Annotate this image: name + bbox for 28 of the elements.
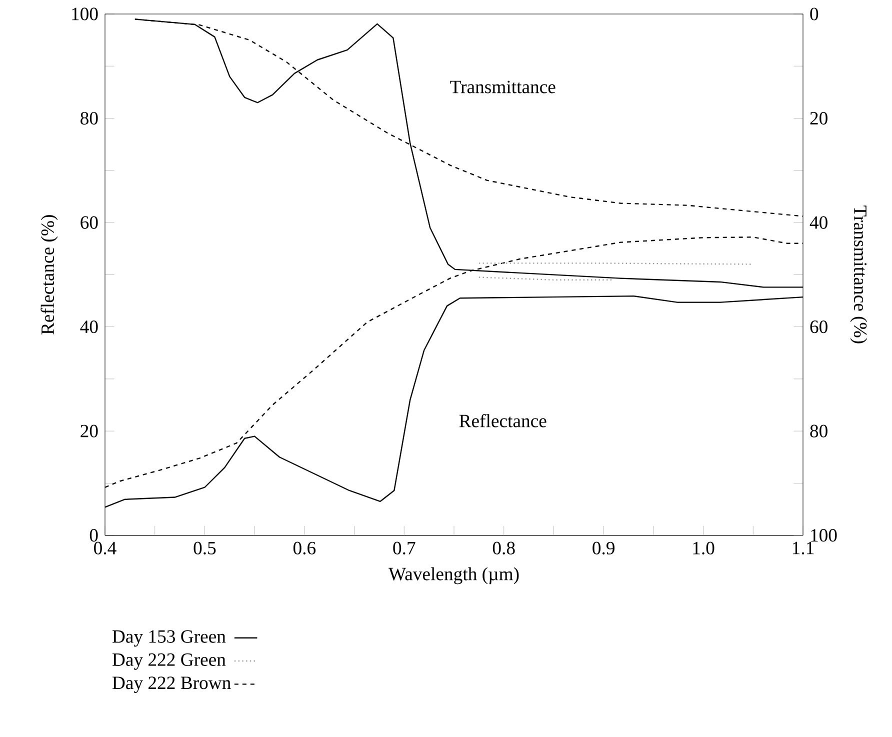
- y-axis-title: Reflectance (%): [40, 214, 58, 334]
- annotation: Reflectance: [459, 414, 546, 428]
- y2-tick-label: 100: [811, 528, 837, 542]
- y2-tick-label: 20: [810, 112, 828, 124]
- y2-tick-label: 60: [810, 320, 828, 333]
- y-tick-label: 20: [80, 424, 98, 438]
- y2-axis-title: Transmittance (%): [850, 205, 868, 344]
- x-tick-label: 0.4: [94, 542, 116, 554]
- y2-tick-label: 80: [810, 424, 828, 438]
- x-tick-label: 0.7: [393, 542, 416, 554]
- legend-label: Day 222 Green: [112, 653, 226, 670]
- x-tick-label: 1.0: [693, 542, 714, 554]
- y-tick-label: 0: [90, 528, 98, 542]
- annotation: Transmittance: [450, 80, 556, 94]
- legend-label: Day 222 Brown: [112, 676, 231, 693]
- y-tick-label: 40: [80, 320, 98, 333]
- x-axis-title: Wavelength (µm): [388, 567, 519, 584]
- x-tick-label: 0.9: [592, 542, 614, 554]
- x-tick-label: 0.5: [194, 542, 216, 554]
- y2-tick-label: 0: [810, 8, 818, 20]
- x-tick-label: 1.1: [792, 542, 814, 554]
- x-tick-label: 0.6: [293, 542, 316, 554]
- y-tick-label: 60: [80, 216, 98, 229]
- y2-tick-label: 40: [810, 216, 828, 229]
- y-tick-label: 80: [80, 112, 98, 124]
- legend-label: Day 153 Green: [112, 630, 226, 647]
- y-tick-label: 100: [72, 8, 98, 20]
- x-tick-label: 0.8: [492, 542, 515, 554]
